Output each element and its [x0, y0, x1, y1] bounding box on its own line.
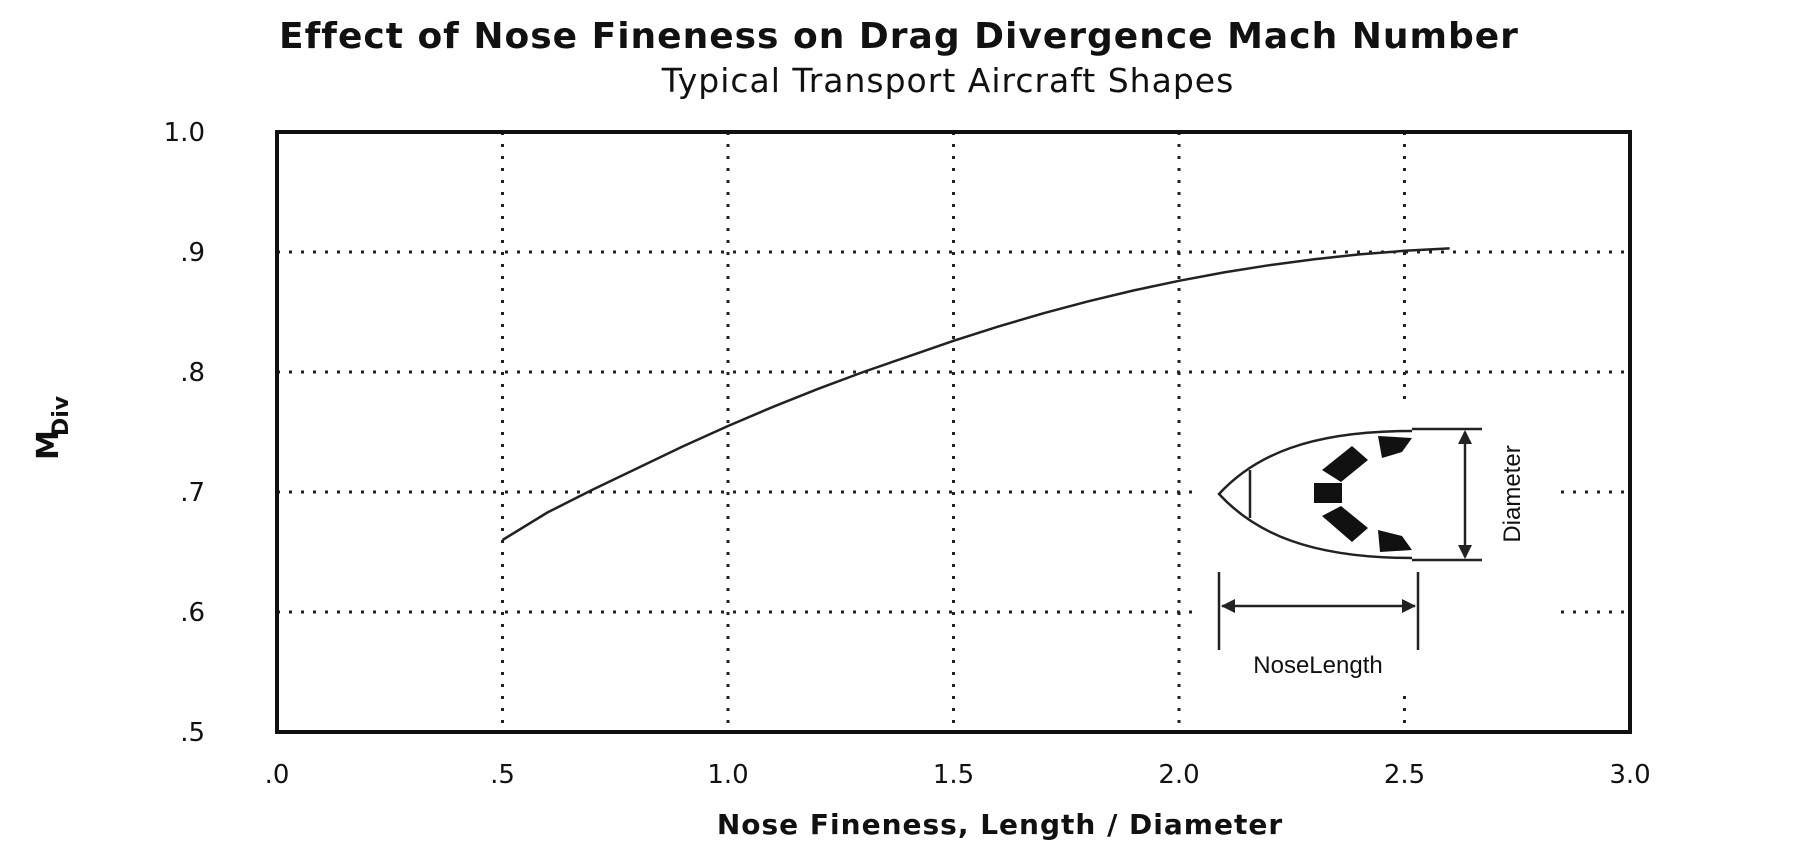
window-lower-front — [1378, 530, 1412, 552]
nose-outline — [1217, 429, 1413, 560]
chart-subtitle: Typical Transport Aircraft Shapes — [661, 61, 1235, 100]
x-axis-label: Nose Fineness, Length / Diameter — [717, 808, 1283, 841]
y-tick-labels: .5 .6 .7 .8 .9 1.0 — [164, 118, 205, 748]
y-axis-label: M Div — [31, 395, 74, 460]
diameter-label: Diameter — [1499, 445, 1526, 542]
nose-length-label: NoseLength — [1253, 652, 1382, 679]
x-tick-label: 3.0 — [1609, 760, 1650, 790]
diameter-arrow-top — [1458, 430, 1472, 444]
chart-title: Effect of Nose Fineness on Drag Divergen… — [279, 16, 1519, 57]
y-tick-label: .6 — [180, 598, 205, 628]
window-lower-mid — [1322, 506, 1368, 542]
series-line — [501, 247, 1450, 542]
nose-length-arrow-left — [1221, 599, 1235, 613]
x-tick-label: 1.5 — [933, 760, 974, 790]
nose-length-arrow-right — [1402, 599, 1416, 613]
x-tick-label: 1.0 — [707, 760, 748, 790]
y-tick-label: .8 — [180, 358, 205, 388]
x-tick-label: .5 — [490, 760, 515, 790]
y-axis-label-sub: Div — [49, 395, 74, 436]
window-upper-mid — [1322, 446, 1368, 482]
y-axis-label-main: M — [31, 430, 66, 460]
y-tick-label: 1.0 — [164, 118, 205, 148]
window-center — [1314, 483, 1342, 503]
y-tick-label: .9 — [180, 238, 205, 268]
y-tick-label: .7 — [180, 478, 205, 508]
x-tick-labels: .0 .5 1.0 1.5 2.0 2.5 3.0 — [265, 760, 1651, 790]
y-tick-label: .5 — [180, 718, 205, 748]
inset-background — [1196, 400, 1556, 690]
diameter-arrow-bottom — [1458, 545, 1472, 559]
x-tick-label: 2.0 — [1158, 760, 1199, 790]
nose-diagram: Diameter NoseLength — [1196, 400, 1556, 690]
plot-frame — [275, 130, 1632, 734]
x-tick-label: .0 — [265, 760, 290, 790]
window-upper-front — [1378, 436, 1412, 458]
x-tick-label: 2.5 — [1384, 760, 1425, 790]
